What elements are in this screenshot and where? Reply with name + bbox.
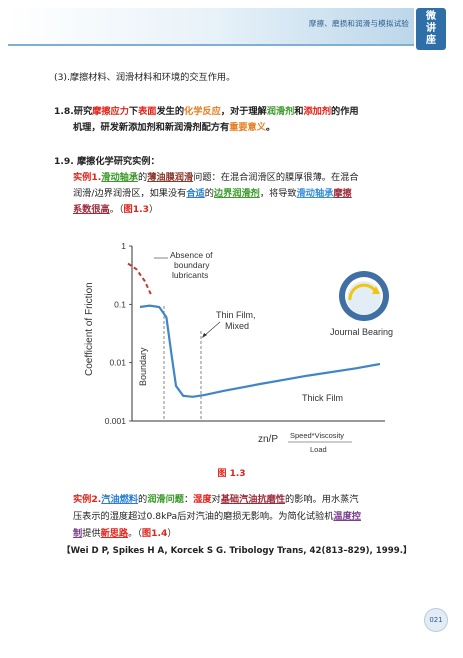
text-run: 研究 <box>73 106 93 117</box>
text-run: 的 <box>204 188 214 199</box>
arrow-head <box>202 333 207 338</box>
keyword: 摩擦 <box>333 188 352 199</box>
thin-film-label: Mixed <box>225 321 249 331</box>
y-tick-label: 0.001 <box>105 416 127 426</box>
text-run: 润滑/边界润滑区，如果没有 <box>73 188 187 199</box>
keyword: 重要意义 <box>229 122 266 133</box>
absence-label: Absence of <box>170 250 213 260</box>
keyword: 湿度 <box>193 494 212 505</box>
section-1-8-line2: 机理，研发新添加剂和新润滑剂配方有重要意义。 <box>73 120 275 135</box>
keyword: 系数很高 <box>73 204 110 215</box>
header-title: 摩擦、磨损和润滑与模拟试验 <box>308 19 409 28</box>
text-run: 机理，研发新添加剂和新润滑剂配方有 <box>73 122 230 133</box>
badge-char: 座 <box>426 35 436 46</box>
badge-char: 讲 <box>426 23 436 34</box>
keyword: 润滑问题 <box>147 494 184 505</box>
example-label: 实例1. <box>73 172 102 183</box>
text-run: 。（ <box>128 528 142 539</box>
x-formula-bottom: Load <box>310 445 327 454</box>
keyword: 薄油膜润滑 <box>147 172 194 183</box>
keyword: 基础汽油抗磨性 <box>220 494 286 505</box>
figure-caption: 图 1.3 <box>217 469 246 479</box>
y-axis-label: Coefficient of Friction <box>84 282 95 376</box>
text-run: 的 <box>138 172 148 183</box>
section-number: 1.8. <box>54 106 74 117</box>
thin-film-pointer <box>203 321 221 337</box>
y-tick-label: 0.01 <box>109 358 126 368</box>
section-1-8-line1: 1.8.研究摩擦应力下表面发生的化学反应，对于理解润滑剂和添加剂的作用 <box>54 104 359 119</box>
text-run: 发生的 <box>156 106 185 117</box>
text-run: 的作用 <box>331 106 359 117</box>
friction-curve <box>139 304 381 398</box>
header-divider <box>8 44 414 46</box>
keyword: 滑动轴承 <box>101 172 139 183</box>
text-run: 提供 <box>82 528 101 539</box>
text-run: 问题：在混合润滑区的膜厚很薄。在混合 <box>193 172 359 183</box>
keyword: 合适 <box>186 188 205 199</box>
y-tick-label: 0.1 <box>114 299 126 309</box>
example-2-line3: 制提供新思路。（图1.4） <box>73 526 177 541</box>
text-run: ： <box>183 494 194 505</box>
text-run: 和 <box>294 106 304 117</box>
badge-char: 微 <box>426 11 436 22</box>
keyword: 摩擦应力 <box>92 106 129 117</box>
keyword: 制 <box>73 528 83 539</box>
x-axis-label: zn/P <box>258 434 278 445</box>
thick-film-label: Thick Film <box>302 393 343 403</box>
friction-chart: Coefficient of Friction 1 0.1 0.01 0.001 Ab… <box>84 241 393 454</box>
keyword: 边界润滑剂 <box>213 188 260 199</box>
boundary-label: Boundary <box>138 347 148 386</box>
page-number: 021 <box>424 608 448 632</box>
keyword: 新思路 <box>100 528 129 539</box>
thin-film-label: Thin Film, <box>216 310 256 320</box>
text-run: ，将导致 <box>259 188 297 199</box>
keyword: 添加剂 <box>303 106 332 117</box>
keyword: 化学反应 <box>184 106 221 117</box>
keyword: 汽油燃料 <box>101 494 139 505</box>
text-run: ，对于理解 <box>220 106 267 117</box>
keyword: 润滑剂 <box>266 106 295 117</box>
journal-bearing-icon <box>339 271 389 321</box>
y-tick-label: 1 <box>121 241 126 251</box>
figure-reference: 图1.3 <box>123 204 149 215</box>
citation: 【Wei D P, Spikes H A, Korcek S G. Tribol… <box>62 546 412 556</box>
text-run: 的影响。用水蒸汽 <box>285 494 359 505</box>
absence-label: lubricants <box>172 270 208 280</box>
y-ticks: 1 0.1 0.01 0.001 <box>105 241 132 426</box>
example-1-line2: 润滑/边界润滑区，如果没有合适的边界润滑剂，将导致滑动轴承摩擦 <box>73 186 352 201</box>
text-run: 对 <box>211 494 221 505</box>
journal-bearing-label: Journal Bearing <box>330 327 393 337</box>
example-2-line1: 实例2.汽油燃料的润滑问题：湿度对基础汽油抗磨性的影响。用水蒸汽 <box>73 492 359 507</box>
keyword: 温度控 <box>333 511 361 522</box>
example-1-line1: 实例1.滑动轴承的薄油膜润滑问题：在混合润滑区的膜厚很薄。在混合 <box>73 170 359 185</box>
section-1-9-heading: 1.9. 摩擦化学研究实例： <box>54 156 160 167</box>
example-label: 实例2. <box>73 494 102 505</box>
example-2-line2: 压表示的湿度超过0.8kPa后对汽油的磨损无影响。为简化试验机温度控 <box>73 509 361 524</box>
text-run: 下 <box>128 106 139 117</box>
figure-reference: 图1.4 <box>141 528 168 539</box>
item-3: (3).摩擦材料、润滑材料和环境的交互作用。 <box>54 72 236 83</box>
keyword: 滑动轴承 <box>296 188 334 199</box>
header-badge: 微 讲 座 <box>416 8 446 50</box>
text-run: 。 <box>265 122 276 133</box>
keyword: 表面 <box>138 106 157 117</box>
header-band <box>8 8 414 44</box>
text-run: 压表示的湿度超过0.8kPa后对汽油的磨损无影响。为简化试验机 <box>73 511 334 522</box>
text-run: 。（ <box>109 204 124 215</box>
text-run: ） <box>149 204 159 215</box>
text-run: 的 <box>138 494 148 505</box>
absence-label: boundary <box>174 260 210 270</box>
no-boundary-curve <box>127 262 152 295</box>
example-1-line3: 系数很高。（图1.3） <box>73 202 158 217</box>
text-run: ） <box>167 528 177 539</box>
x-formula-top: Speed*Viscosity <box>290 431 344 440</box>
